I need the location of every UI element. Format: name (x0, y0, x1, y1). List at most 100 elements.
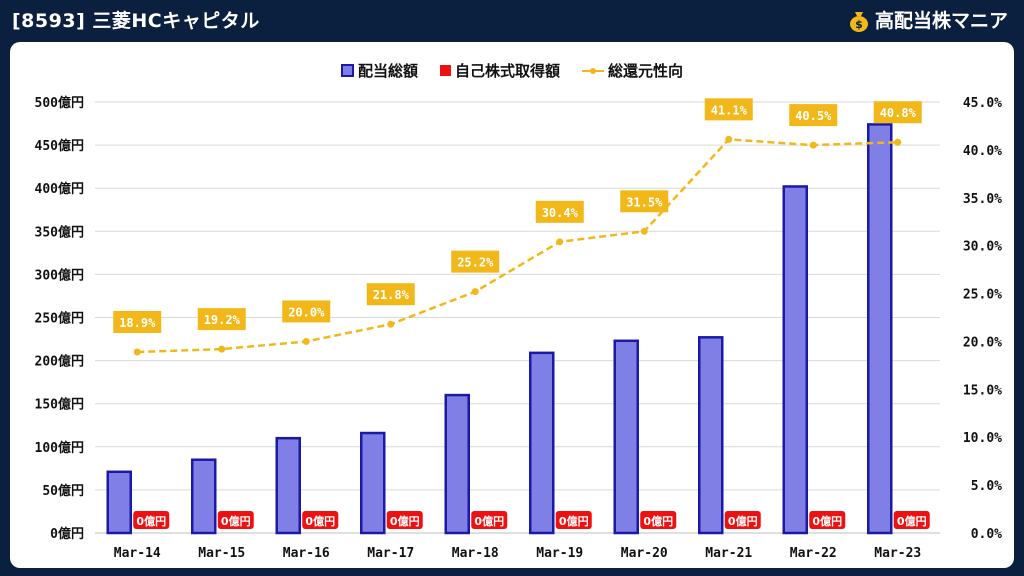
payout-label-bg (113, 310, 162, 333)
buyback-label-bg (555, 511, 592, 529)
buyback-data-label: 0億円 (559, 514, 589, 528)
payout-label-bg (197, 308, 246, 331)
payout-data-label: 18.9% (119, 316, 156, 330)
payout-line (137, 138, 898, 354)
y-left-tick-label: 150億円 (35, 397, 84, 413)
buyback-data-label: 0億円 (897, 514, 927, 528)
y-left-tick-label: 450億円 (35, 138, 84, 154)
x-tick-label: Mar-18 (452, 546, 499, 561)
y-right-tick-label: 40.0% (963, 144, 1002, 159)
y-left-tick-label: 400億円 (35, 181, 84, 197)
bar-dividend (444, 393, 470, 535)
payout-point (302, 337, 310, 345)
payout-data-label: 31.5% (626, 195, 663, 209)
buyback-label-bg (640, 511, 677, 529)
buyback-label-bg (302, 511, 339, 529)
payout-point (471, 288, 479, 296)
y-left-tick-label: 50億円 (42, 483, 84, 499)
legend-label-dividend: 配当総額 (357, 62, 418, 80)
y-left-tick-label: 350億円 (35, 224, 84, 240)
bar-dividend (275, 436, 301, 535)
chart-panel (10, 42, 1014, 568)
bar-dividend (529, 351, 555, 535)
y-left-tick-label: 300億円 (35, 267, 84, 283)
payout-data-label: 41.1% (711, 103, 748, 117)
legend-swatch-dividend (340, 64, 354, 77)
payout-point (640, 227, 648, 235)
payout-data-label: 20.0% (288, 305, 325, 319)
brand-name: 高配当株マニア (874, 10, 1008, 32)
bar-dividend (698, 336, 724, 535)
payout-label-bg (535, 200, 584, 223)
payout-data-label: 21.8% (373, 288, 410, 302)
payout-point (809, 141, 817, 149)
buyback-label-bg (386, 511, 423, 529)
money-bag-icon: $ (849, 10, 869, 32)
y-right-tick-label: 15.0% (963, 383, 1002, 398)
buyback-label-bg (809, 511, 846, 529)
y-right-tick-label: 0.0% (971, 527, 1002, 542)
x-tick-label: Mar-20 (621, 546, 668, 561)
x-tick-label: Mar-22 (790, 546, 837, 561)
buyback-data-label: 0億円 (474, 514, 504, 528)
payout-point (894, 138, 902, 146)
legend-item-payout: 総還元性向 (582, 60, 683, 81)
buyback-data-label: 0億円 (812, 514, 842, 528)
x-tick-label: Mar-21 (705, 546, 752, 561)
buyback-label-bg (893, 511, 930, 529)
payout-data-label: 25.2% (457, 256, 494, 270)
bar-dividend (106, 470, 132, 535)
bar-dividend (191, 458, 217, 535)
payout-label-bg (451, 250, 500, 273)
x-tick-label: Mar-14 (114, 546, 161, 561)
legend-swatch-buyback (439, 65, 451, 76)
svg-text:$: $ (855, 18, 863, 31)
y-right-tick-label: 5.0% (971, 479, 1002, 494)
payout-label-bg (789, 104, 838, 127)
bar-dividend (867, 123, 893, 535)
y-right-tick-label: 45.0% (963, 96, 1002, 111)
legend-item-buyback: 自己株式取得額 (439, 60, 560, 81)
buyback-label-bg (724, 511, 761, 529)
page-title: [8593] 三菱HCキャピタル (12, 10, 260, 32)
payout-data-label: 40.5% (795, 109, 832, 123)
legend-swatch-payout (582, 67, 604, 74)
y-right-tick-label: 10.0% (963, 431, 1002, 446)
buyback-label-bg (217, 511, 254, 529)
y-left-tick-label: 0億円 (50, 526, 84, 542)
legend-label-payout: 総還元性向 (608, 62, 684, 80)
y-right-tick-label: 20.0% (963, 335, 1002, 350)
payout-label-bg (366, 283, 415, 306)
buyback-data-label: 0億円 (136, 514, 166, 528)
buyback-data-label: 0億円 (643, 514, 673, 528)
x-tick-label: Mar-15 (198, 546, 245, 561)
y-right-tick-label: 30.0% (963, 240, 1002, 255)
x-tick-label: Mar-23 (874, 546, 921, 561)
payout-data-label: 19.2% (204, 313, 241, 327)
payout-label-bg (704, 98, 753, 121)
bar-dividend (782, 185, 808, 535)
payout-point (725, 135, 733, 143)
y-left-tick-label: 500億円 (35, 95, 84, 111)
y-left-tick-label: 200億円 (35, 354, 84, 370)
y-left-tick-label: 100億円 (35, 440, 84, 456)
payout-point (133, 348, 141, 356)
bar-dividend (613, 339, 639, 535)
legend-label-buyback: 自己株式取得額 (454, 62, 560, 80)
bar-dividend (360, 431, 386, 535)
y-left-tick-label: 250億円 (35, 311, 84, 327)
payout-label-bg (282, 300, 331, 323)
payout-data-label: 30.4% (542, 206, 579, 220)
legend: 配当総額 自己株式取得額 総還元性向 (0, 60, 1024, 81)
payout-point (556, 238, 564, 246)
x-tick-label: Mar-17 (367, 546, 414, 561)
y-right-tick-label: 35.0% (963, 192, 1002, 207)
buyback-data-label: 0億円 (728, 514, 758, 528)
y-right-tick-label: 25.0% (963, 288, 1002, 303)
brand: $ 高配当株マニア (849, 6, 1008, 36)
buyback-label-bg (471, 511, 508, 529)
payout-data-label: 40.8% (880, 106, 917, 120)
payout-label-bg (873, 101, 922, 124)
